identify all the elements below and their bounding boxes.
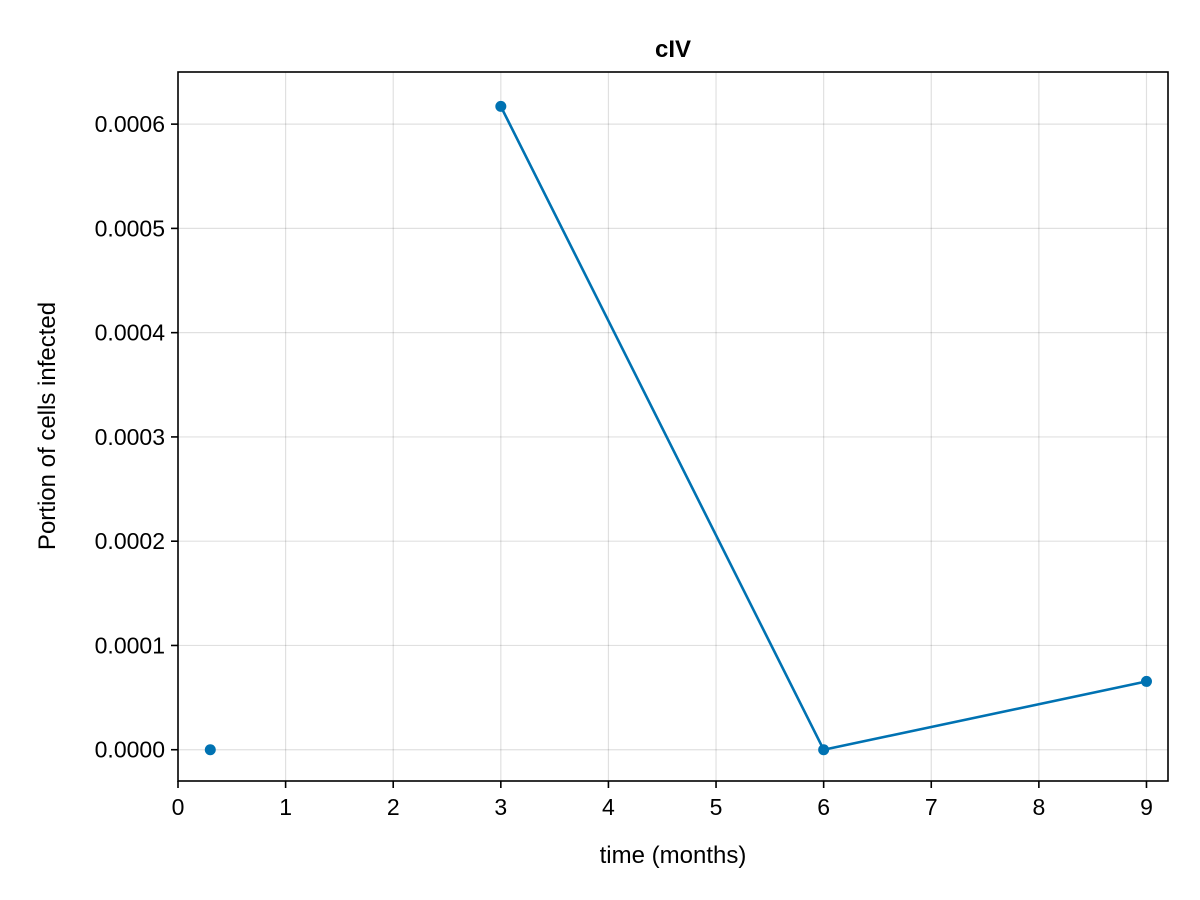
x-tick-label: 0 [172,794,185,820]
series-line-segment [499,105,825,752]
y-tick-label: 0.0002 [95,528,165,554]
x-tick-label: 8 [1032,794,1045,820]
y-tick-label: 0.0003 [95,424,165,450]
x-tick-label: 6 [817,794,830,820]
y-tick-label: 0.0004 [95,320,166,346]
data-point [495,100,507,112]
x-tick-label: 3 [494,794,507,820]
data-point [204,744,216,756]
x-tick-label: 7 [925,794,938,820]
y-axis-label: Portion of cells infected [34,302,61,550]
data-point [818,744,830,756]
x-tick-label: 2 [387,794,400,820]
chart-title: cIV [655,36,691,63]
x-axis-label: time (months) [600,842,747,869]
ticks: 0 1 2 3 4 5 6 7 8 9 0.0000 0.0001 0.0002 0.0003 0.0004… [95,111,1153,820]
x-tick-label: 1 [279,794,292,820]
y-tick-label: 0.0001 [95,632,165,658]
y-tick-label: 0.0005 [95,215,165,241]
plot-frame [177,71,1169,782]
x-tick-label: 9 [1140,794,1153,820]
x-tick-label: 5 [710,794,723,820]
y-tick-label: 0.0000 [95,737,165,763]
series-line-segment [822,680,1148,752]
series-layer [204,100,1152,756]
data-point [1140,675,1152,687]
y-tick-label: 0.0006 [95,111,165,137]
grid [177,72,1168,781]
x-tick-label: 4 [602,794,615,820]
